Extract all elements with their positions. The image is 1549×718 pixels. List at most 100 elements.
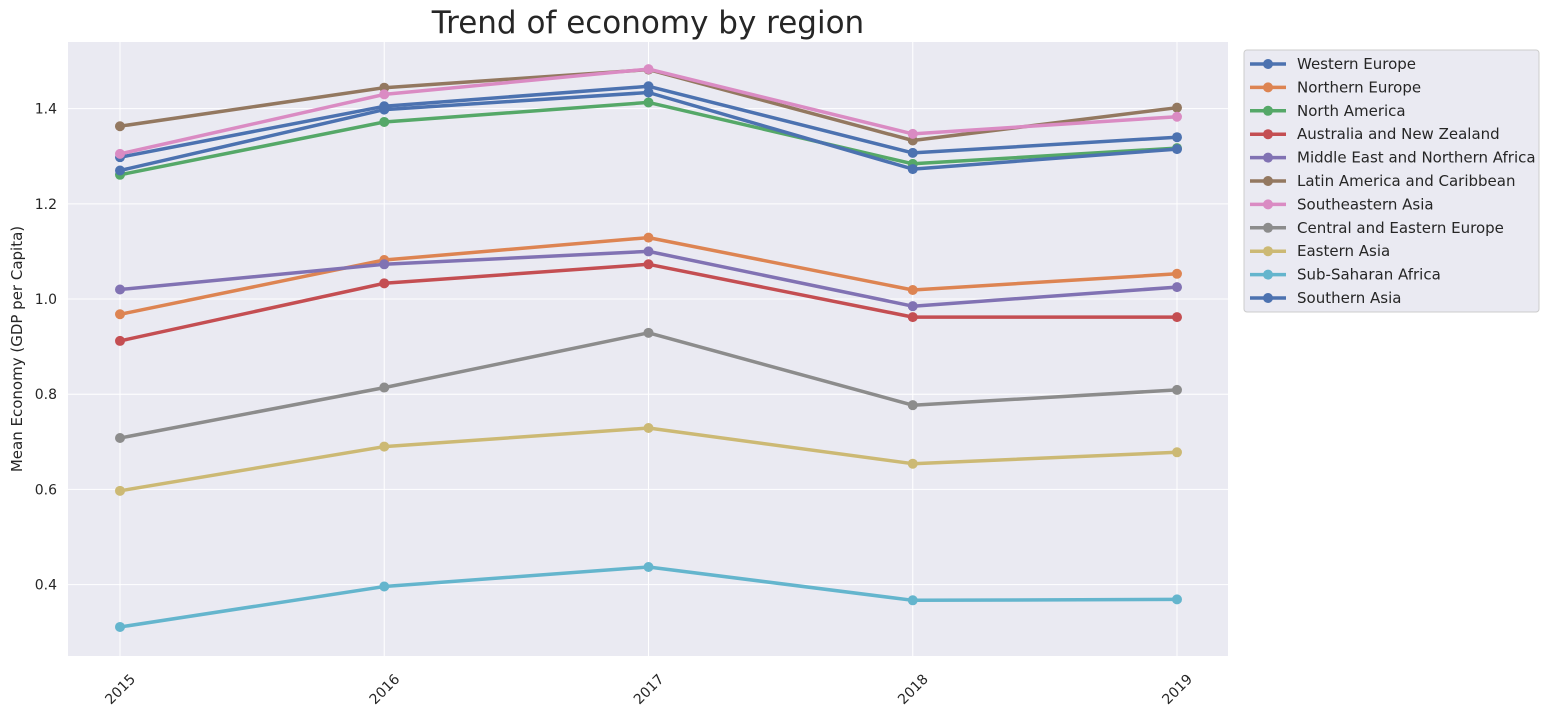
legend-label: Middle East and Northern Africa xyxy=(1297,149,1536,167)
series-central-and-eastern-europe xyxy=(115,327,1182,444)
x-tick-label: 2019 xyxy=(1159,671,1196,708)
data-point xyxy=(1172,111,1182,122)
legend-label: Central and Eastern Europe xyxy=(1297,219,1504,237)
data-point xyxy=(1172,282,1182,293)
legend-entry: Australia and New Zealand xyxy=(1250,125,1500,143)
legend-entry: Eastern Asia xyxy=(1250,242,1390,260)
legend-entry: Southern Asia xyxy=(1250,289,1401,307)
y-axis-label: Mean Economy (GDP per Capita) xyxy=(8,226,26,472)
legend-swatch-marker xyxy=(1263,129,1273,140)
legend-label: Latin America and Caribbean xyxy=(1297,172,1515,190)
legend-entry: Latin America and Caribbean xyxy=(1250,172,1515,190)
data-point xyxy=(379,278,390,289)
legend-entry: Southeastern Asia xyxy=(1250,195,1434,213)
data-point xyxy=(643,423,654,434)
data-point xyxy=(115,309,125,320)
data-point xyxy=(115,148,125,159)
legend-swatch-marker xyxy=(1263,246,1273,257)
legend-entry: Northern Europe xyxy=(1250,78,1421,96)
legend-label: Northern Europe xyxy=(1297,78,1421,96)
y-tick-label: 0.6 xyxy=(35,482,57,498)
legend-label: Eastern Asia xyxy=(1297,242,1390,260)
data-point xyxy=(115,621,125,632)
legend: Western Europe Northern Europe North Ameri… xyxy=(1243,49,1540,313)
data-point xyxy=(643,246,654,257)
data-point xyxy=(115,284,125,295)
data-point xyxy=(907,301,918,312)
y-tick-labels: 0.4 0.6 0.8 1.0 1.2 1.4 xyxy=(35,102,57,594)
y-tick-label: 1.2 xyxy=(35,197,57,213)
data-point xyxy=(907,147,918,158)
series-southern-asia xyxy=(115,87,1182,176)
legend-label: Western Europe xyxy=(1297,55,1416,73)
data-point xyxy=(907,164,918,175)
series-sub-saharan-africa xyxy=(115,561,1182,632)
series-australia-and-new-zealand xyxy=(115,259,1182,346)
series-middle-east-and-northern-africa xyxy=(115,246,1182,312)
grid-lines xyxy=(68,42,1228,656)
legend-swatch-marker xyxy=(1263,152,1273,163)
y-tick-label: 1.4 xyxy=(35,102,57,118)
series-southeastern-asia xyxy=(115,64,1182,159)
data-point xyxy=(1172,268,1182,279)
data-point xyxy=(907,312,918,323)
legend-entry: Middle East and Northern Africa xyxy=(1250,149,1536,167)
data-point xyxy=(379,581,390,592)
data-point xyxy=(1172,132,1182,143)
legend-swatch-marker xyxy=(1263,82,1273,93)
data-point xyxy=(643,561,654,572)
data-point xyxy=(115,121,125,132)
data-point xyxy=(643,259,654,270)
data-point xyxy=(115,335,125,346)
data-point xyxy=(1172,144,1182,155)
y-tick-label: 0.4 xyxy=(35,578,57,594)
data-point xyxy=(379,382,390,393)
data-point xyxy=(115,433,125,444)
data-point xyxy=(115,485,125,496)
legend-swatch-marker xyxy=(1263,293,1273,303)
legend-label: North America xyxy=(1297,102,1406,120)
data-point xyxy=(643,97,654,108)
legend-swatch-marker xyxy=(1263,222,1273,233)
legend-entry: Sub-Saharan Africa xyxy=(1250,266,1441,284)
x-tick-label: 2015 xyxy=(102,671,139,708)
legend-entry: Central and Eastern Europe xyxy=(1250,219,1504,237)
data-point xyxy=(907,595,918,606)
data-point xyxy=(643,64,654,75)
y-tick-label: 1.0 xyxy=(35,292,57,308)
data-point xyxy=(1172,102,1182,113)
x-tick-label: 2017 xyxy=(631,671,668,708)
legend-label: Southern Asia xyxy=(1297,289,1401,307)
data-point xyxy=(643,232,654,243)
y-tick-label: 0.8 xyxy=(35,387,57,403)
legend-entry: North America xyxy=(1250,102,1406,120)
data-point xyxy=(379,259,390,270)
legend-entry: Western Europe xyxy=(1250,55,1416,73)
data-point xyxy=(379,116,390,127)
legend-label: Southeastern Asia xyxy=(1297,195,1434,213)
data-point xyxy=(907,128,918,139)
legend-swatch-marker xyxy=(1263,105,1273,116)
data-point xyxy=(115,165,125,176)
legend-label: Australia and New Zealand xyxy=(1297,125,1500,143)
legend-swatch-marker xyxy=(1263,269,1273,280)
data-point xyxy=(379,441,390,452)
data-point xyxy=(907,458,918,469)
series-eastern-asia xyxy=(115,423,1182,496)
x-tick-labels: 2015 2016 2017 2018 2019 xyxy=(102,671,1196,708)
data-point xyxy=(643,327,654,338)
data-point xyxy=(1172,447,1182,458)
data-point xyxy=(1172,594,1182,605)
data-point xyxy=(907,284,918,295)
legend-swatch-marker xyxy=(1263,199,1273,210)
x-tick-label: 2018 xyxy=(895,671,932,708)
data-point xyxy=(643,87,654,98)
data-point xyxy=(1172,384,1182,395)
legend-swatch-marker xyxy=(1263,59,1273,69)
chart-title: Trend of economy by region xyxy=(431,5,864,41)
data-point xyxy=(1172,312,1182,323)
data-point xyxy=(379,89,390,100)
legend-frame xyxy=(1243,49,1540,313)
data-point xyxy=(907,400,918,411)
